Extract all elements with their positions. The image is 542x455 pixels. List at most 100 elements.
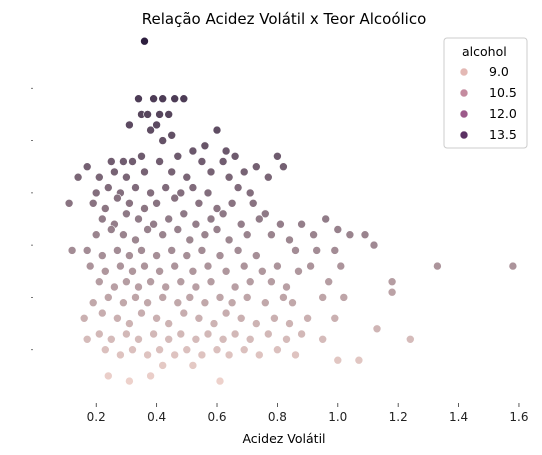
data-point bbox=[339, 293, 349, 302]
data-point bbox=[185, 235, 195, 245]
data-point bbox=[125, 251, 134, 260]
data-point bbox=[263, 329, 273, 339]
data-point bbox=[245, 188, 255, 198]
legend-label: 10.5 bbox=[489, 85, 517, 100]
data-point bbox=[122, 172, 131, 182]
data-point bbox=[82, 162, 92, 171]
data-point bbox=[224, 350, 234, 360]
data-point bbox=[212, 125, 222, 135]
data-point bbox=[134, 214, 143, 224]
x-tick-label: 1.2 bbox=[389, 410, 408, 424]
data-point bbox=[218, 209, 228, 219]
data-point bbox=[212, 345, 222, 355]
data-point bbox=[176, 329, 186, 339]
data-point bbox=[119, 298, 128, 308]
data-point bbox=[230, 282, 240, 292]
legend-title: alcohol bbox=[462, 44, 507, 59]
data-point bbox=[215, 251, 225, 260]
data-point bbox=[113, 313, 122, 323]
data-point bbox=[158, 136, 167, 145]
data-point bbox=[330, 246, 340, 255]
data-point bbox=[85, 261, 95, 271]
data-point bbox=[188, 183, 198, 192]
data-point bbox=[254, 350, 264, 360]
data-point bbox=[236, 219, 246, 229]
data-point bbox=[206, 167, 216, 177]
legend-marker bbox=[459, 130, 469, 140]
data-point bbox=[218, 334, 228, 344]
data-point bbox=[251, 319, 261, 328]
data-point bbox=[273, 152, 282, 161]
data-point bbox=[143, 110, 152, 119]
data-point bbox=[245, 277, 255, 287]
data-point bbox=[200, 230, 210, 239]
data-point bbox=[248, 199, 258, 208]
data-point bbox=[179, 94, 189, 103]
data-point bbox=[82, 246, 92, 255]
data-point bbox=[369, 240, 379, 250]
data-point bbox=[179, 308, 189, 318]
data-point bbox=[158, 94, 167, 103]
data-point bbox=[185, 293, 195, 302]
data-point bbox=[251, 162, 261, 171]
x-tick-label: 1.4 bbox=[449, 410, 468, 424]
data-point bbox=[209, 319, 219, 328]
data-point bbox=[191, 219, 201, 229]
data-point bbox=[182, 345, 192, 355]
data-point bbox=[146, 125, 155, 135]
data-point bbox=[179, 209, 189, 219]
data-point bbox=[257, 266, 267, 276]
legend-label: 13.5 bbox=[489, 127, 517, 142]
data-point bbox=[122, 329, 131, 339]
legend-label: 12.0 bbox=[489, 106, 517, 121]
x-tick-label: 1.0 bbox=[328, 410, 347, 424]
data-point bbox=[167, 167, 176, 177]
data-point bbox=[116, 261, 125, 271]
data-point bbox=[294, 266, 303, 276]
data-point bbox=[215, 376, 225, 386]
data-point bbox=[161, 282, 170, 292]
data-point bbox=[242, 293, 252, 302]
data-point bbox=[273, 261, 282, 271]
data-point bbox=[88, 199, 98, 208]
data-point bbox=[158, 293, 167, 302]
data-point bbox=[291, 350, 300, 360]
data-point bbox=[387, 277, 397, 287]
chart-title: Relação Acidez Volátil x Teor Alcoólico bbox=[142, 10, 427, 28]
x-tick-label: 0.4 bbox=[147, 410, 166, 424]
legend-label: 9.0 bbox=[489, 64, 509, 79]
data-point bbox=[194, 199, 204, 208]
legend-marker bbox=[459, 109, 469, 119]
data-point bbox=[324, 277, 334, 287]
data-point bbox=[167, 246, 176, 255]
data-point bbox=[101, 204, 110, 213]
data-point bbox=[164, 334, 173, 344]
data-point bbox=[137, 152, 146, 161]
data-point bbox=[263, 172, 273, 182]
data-point bbox=[101, 345, 110, 355]
legend-box bbox=[443, 37, 528, 149]
data-point bbox=[251, 251, 261, 260]
data-point bbox=[101, 266, 110, 276]
data-point bbox=[95, 172, 104, 182]
data-point bbox=[149, 94, 158, 103]
data-point bbox=[98, 214, 107, 224]
data-point bbox=[104, 293, 113, 302]
data-point bbox=[107, 334, 116, 344]
data-point bbox=[122, 209, 131, 219]
data-point bbox=[285, 235, 294, 245]
data-point bbox=[88, 298, 98, 308]
data-point bbox=[227, 199, 237, 208]
data-point bbox=[113, 193, 122, 203]
data-point bbox=[137, 246, 146, 255]
data-point bbox=[158, 361, 167, 370]
data-point bbox=[146, 188, 155, 198]
data-point bbox=[212, 204, 222, 213]
data-point bbox=[197, 246, 207, 255]
data-point bbox=[82, 334, 92, 344]
data-point bbox=[134, 334, 143, 344]
data-point bbox=[212, 225, 222, 234]
data-point bbox=[173, 225, 183, 234]
data-point bbox=[176, 188, 186, 198]
data-point bbox=[79, 313, 89, 323]
